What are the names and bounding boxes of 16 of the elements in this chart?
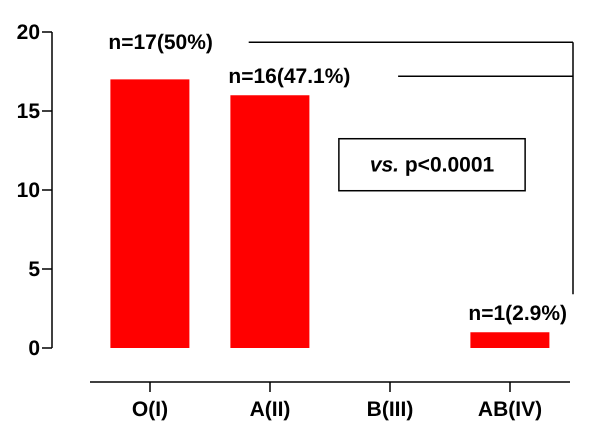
x-tick-label: AB(IV) xyxy=(478,398,542,421)
y-tick-label: 10 xyxy=(16,179,40,202)
data-label: n=1(2.9%) xyxy=(468,302,568,326)
x-tick-label: B(III) xyxy=(366,398,414,421)
x-tick-label: A(II) xyxy=(250,398,290,421)
data-label: n=17(50%) xyxy=(108,31,213,54)
bar xyxy=(230,95,310,348)
data-label: n=16(47.1%) xyxy=(228,65,350,88)
y-tick-label: 5 xyxy=(28,258,40,281)
bar xyxy=(110,79,190,348)
y-tick-label: 15 xyxy=(16,100,40,123)
x-tick-label: O(I) xyxy=(132,398,168,421)
y-tick-label: 0 xyxy=(28,337,40,360)
bar xyxy=(470,332,550,348)
annotation: vs. p<0.0001 xyxy=(370,154,494,177)
y-tick-label: 20 xyxy=(16,21,40,44)
